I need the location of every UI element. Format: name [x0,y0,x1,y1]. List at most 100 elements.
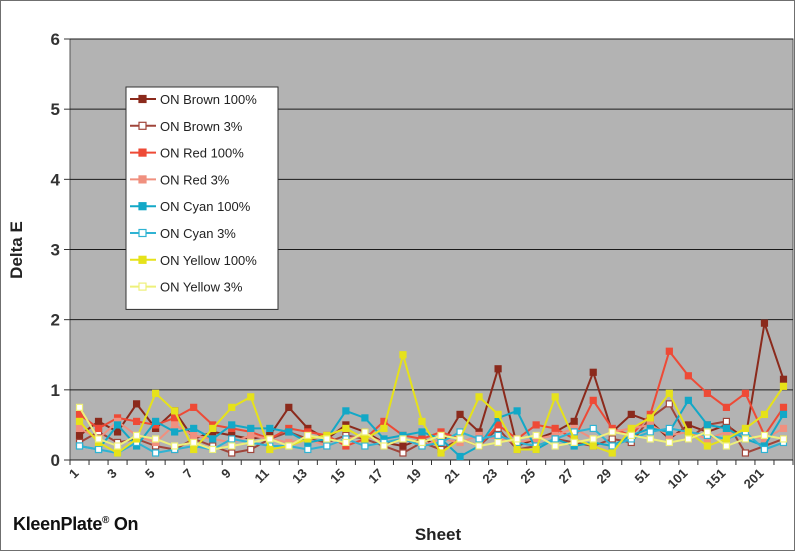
data-point [399,435,407,443]
data-point [779,382,788,390]
legend-label: ON Red 100% [160,146,244,161]
xtick-label-19: 19 [403,466,424,487]
series-on-yellow-3- [75,403,788,454]
xtick-label-7: 7 [180,466,196,482]
xtick-label-11: 11 [252,466,272,486]
data-point [494,438,502,447]
data-point [608,428,616,436]
data-point [190,445,198,454]
legend-swatch-marker [138,255,147,264]
caption-brand: KleenPlate [13,514,103,534]
data-point [190,438,198,447]
data-point [94,424,103,433]
y-axis-label: Delta E [7,221,26,279]
data-point [779,375,788,383]
data-point [152,389,160,397]
legend-item: ON Cyan 3% [130,226,236,241]
legend-swatch-marker [138,94,147,104]
data-point [741,449,750,457]
data-point [228,449,236,457]
data-point [247,445,255,454]
xtick-label-23: 23 [479,466,500,487]
data-point [113,442,122,450]
xtick-label-13: 13 [289,466,310,487]
data-point [228,435,236,443]
data-point [760,445,769,454]
xtick-label-201: 201 [741,466,767,492]
data-point [532,445,540,454]
data-point [589,368,597,376]
data-point [285,403,293,411]
data-point [342,424,350,433]
legend-item: ON Red 100% [130,146,244,161]
data-point [304,431,312,440]
ytick-label-1: 1 [51,381,60,400]
legend-item: ON Yellow 100% [130,253,257,268]
data-point [570,438,578,447]
data-point [703,442,711,450]
data-point [247,393,255,401]
data-point [304,445,312,454]
ytick-label-4: 4 [51,170,61,189]
data-point [608,449,616,457]
kleenplate-caption: KleenPlate® On [13,514,139,535]
data-point [760,410,769,418]
caption-suffix: On [109,514,139,534]
data-point [475,435,483,443]
legend-label: ON Yellow 3% [160,280,243,295]
data-point [75,442,84,450]
data-point [113,421,122,429]
legend-label: ON Brown 3% [160,119,243,134]
data-point [190,431,198,440]
data-point [665,438,673,447]
data-point [94,417,103,426]
data-point [323,442,331,450]
data-point [608,442,616,450]
data-point [94,435,103,443]
data-point [209,424,217,433]
data-point [266,435,274,443]
data-point [494,410,502,418]
data-point [94,445,103,454]
x-axis-label: Sheet [415,525,462,544]
data-point [171,421,179,429]
legend-label: ON Cyan 3% [160,226,236,241]
data-point [132,400,141,408]
data-point [646,428,654,436]
data-point [532,421,540,429]
data-point [456,452,464,461]
data-point [361,442,369,450]
data-point [228,421,236,429]
ytick-label-3: 3 [51,241,60,260]
data-point [437,449,445,457]
legend-item: ON Brown 3% [130,119,243,134]
data-point [132,431,141,440]
data-point [608,435,616,443]
data-point [551,393,559,401]
xtick-label-51: 51 [632,466,653,487]
data-point [228,403,236,411]
data-point [722,417,731,426]
data-point [627,424,635,433]
legend-label: ON Cyan 100% [160,199,251,214]
data-point [779,410,788,418]
data-point [741,389,750,397]
data-point [665,347,673,355]
data-point [361,414,369,422]
data-point [247,438,255,447]
data-point [551,424,559,433]
data-point [75,431,84,440]
data-point [171,428,179,436]
data-point [627,431,635,440]
data-point [494,421,502,429]
xtick-label-27: 27 [555,466,576,487]
caption-registered-mark: ® [102,515,110,526]
data-point [152,417,160,426]
data-point [209,445,217,454]
data-point [684,435,692,443]
data-point [171,407,179,415]
data-point [361,435,369,443]
data-point [646,414,654,422]
xtick-label-25: 25 [517,466,538,487]
data-point [513,435,521,443]
